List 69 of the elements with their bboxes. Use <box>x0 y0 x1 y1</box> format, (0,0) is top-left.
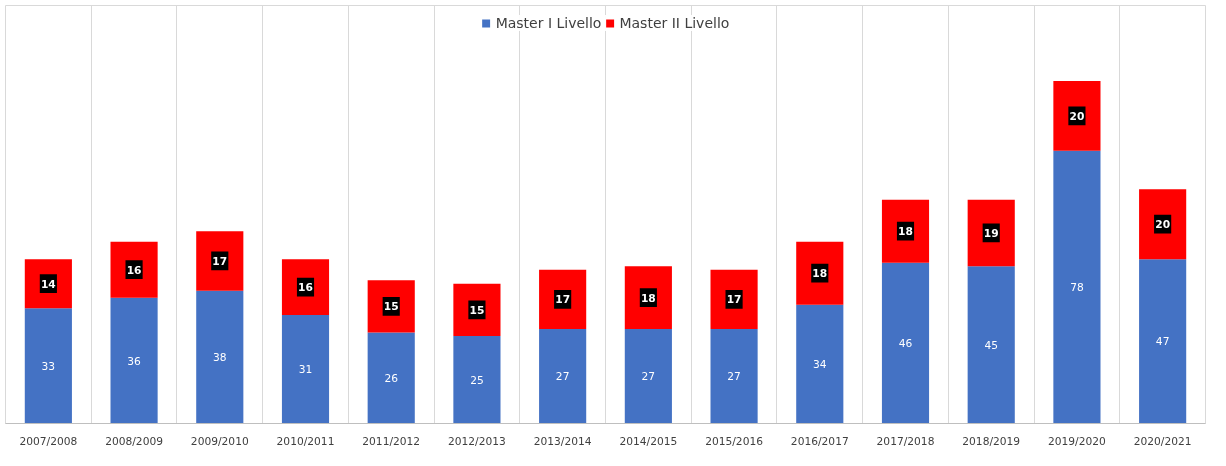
data-label: 16 <box>126 263 142 277</box>
data-label: 19 <box>983 226 999 240</box>
data-label: 17 <box>212 254 228 268</box>
x-tick-label: 2014/2015 <box>619 434 678 448</box>
x-tick-label: 2010/2011 <box>276 434 335 448</box>
bar <box>110 297 158 424</box>
legend-label: Master I Livello <box>495 15 602 31</box>
data-label: 20 <box>1069 109 1085 123</box>
data-label: 78 <box>1070 281 1084 295</box>
bar <box>710 269 758 330</box>
bar <box>624 266 672 330</box>
bar <box>1053 150 1101 424</box>
data-label: 18 <box>640 291 656 305</box>
data-label: 26 <box>384 372 399 386</box>
bar <box>1139 189 1187 260</box>
data-label: 27 <box>727 370 741 384</box>
data-label: 33 <box>41 359 56 373</box>
data-label: 25 <box>470 373 484 387</box>
legend-label: Master II Livello <box>619 15 730 31</box>
x-tick-label: 2007/2008 <box>19 434 78 448</box>
bar <box>24 308 72 424</box>
x-tick-label: 2017/2018 <box>876 434 935 448</box>
bar <box>281 259 330 316</box>
bar <box>796 304 844 424</box>
data-label: 14 <box>40 277 56 291</box>
bar <box>196 231 244 291</box>
bar <box>881 199 930 263</box>
x-tick-label: 2018/2019 <box>962 434 1021 448</box>
bar <box>624 329 672 424</box>
bar <box>881 262 930 424</box>
bar <box>281 315 330 424</box>
data-label: 27 <box>641 370 656 384</box>
x-tick-label: 2015/2016 <box>705 434 764 448</box>
x-tick-label: 2016/2017 <box>790 434 849 448</box>
x-tick-label: 2020/2021 <box>1133 434 1192 448</box>
bar <box>710 329 758 424</box>
x-tick-label: 2008/2009 <box>105 434 164 448</box>
data-label: 31 <box>298 363 313 377</box>
bar <box>1139 259 1187 424</box>
bar <box>967 199 1015 267</box>
bar <box>796 241 844 305</box>
bar <box>539 269 587 330</box>
bar <box>453 336 501 424</box>
bar <box>367 280 415 333</box>
bar <box>967 266 1015 424</box>
data-label: 18 <box>812 267 828 281</box>
x-tick-label: 2009/2010 <box>190 434 249 448</box>
data-label: 45 <box>984 338 998 352</box>
bar <box>367 332 415 424</box>
data-label: 18 <box>898 225 913 239</box>
bar <box>1053 80 1101 151</box>
data-label: 17 <box>555 293 571 307</box>
x-tick-label: 2013/2014 <box>533 434 592 448</box>
data-label: 15 <box>469 303 485 317</box>
data-label: 20 <box>1155 218 1171 232</box>
x-tick-label: 2012/2013 <box>448 434 506 448</box>
data-label: 15 <box>383 300 399 314</box>
x-tick-label: 2011/2012 <box>362 434 421 448</box>
data-label: 34 <box>813 358 827 372</box>
data-label: 27 <box>555 370 570 384</box>
x-tick-label: 2019/2020 <box>1048 434 1107 448</box>
data-label: 38 <box>213 351 227 365</box>
data-label: 46 <box>898 337 913 351</box>
data-label: 47 <box>1155 335 1170 349</box>
data-label: 16 <box>298 281 313 295</box>
data-label: 36 <box>127 354 142 368</box>
bar <box>196 290 244 424</box>
data-label: 17 <box>726 293 742 307</box>
bar <box>539 329 587 424</box>
